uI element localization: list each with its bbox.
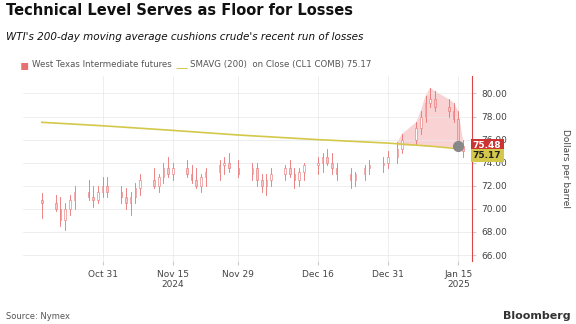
Text: ▪: ▪ xyxy=(20,58,29,72)
Bar xyxy=(130,197,131,203)
Bar xyxy=(270,174,272,180)
Bar xyxy=(219,165,221,172)
Bar xyxy=(285,168,286,174)
Bar xyxy=(387,157,389,163)
Bar xyxy=(74,191,75,200)
Bar xyxy=(191,174,192,180)
Bar xyxy=(350,174,351,180)
Bar xyxy=(107,186,108,191)
Polygon shape xyxy=(397,88,463,149)
Bar xyxy=(139,180,141,188)
Bar xyxy=(195,180,197,186)
Bar xyxy=(65,209,66,220)
Bar xyxy=(125,197,127,203)
Bar xyxy=(153,180,155,186)
Text: 75.17: 75.17 xyxy=(473,151,502,160)
Bar xyxy=(354,174,356,180)
Bar xyxy=(162,168,164,177)
Bar xyxy=(41,200,43,203)
Text: Bloomberg: Bloomberg xyxy=(503,311,570,321)
Bar xyxy=(327,157,328,163)
Bar xyxy=(415,128,417,140)
Bar xyxy=(102,186,104,191)
Bar xyxy=(397,149,398,157)
Bar xyxy=(204,172,206,177)
Bar xyxy=(167,168,169,174)
Bar xyxy=(336,168,338,174)
Bar xyxy=(317,163,319,165)
Bar xyxy=(92,197,94,200)
Bar xyxy=(256,168,258,180)
Bar xyxy=(434,99,435,107)
Bar xyxy=(364,168,366,174)
Text: West Texas Intermediate futures: West Texas Intermediate futures xyxy=(32,60,172,69)
Bar xyxy=(294,174,295,180)
Bar xyxy=(135,188,136,197)
Bar xyxy=(252,168,253,174)
Bar xyxy=(158,177,160,186)
Bar xyxy=(172,168,173,174)
Y-axis label: Dollars per barrel: Dollars per barrel xyxy=(560,129,570,208)
Text: 75.48: 75.48 xyxy=(473,141,502,150)
Bar xyxy=(200,177,202,186)
Bar xyxy=(266,180,267,186)
Text: SMAVG (200)  on Close (CL1 COMB) 75.17: SMAVG (200) on Close (CL1 COMB) 75.17 xyxy=(190,60,372,69)
Bar xyxy=(420,117,422,128)
Bar xyxy=(69,200,71,209)
Bar xyxy=(382,163,384,165)
Bar xyxy=(237,168,239,174)
Bar xyxy=(55,203,56,209)
Bar xyxy=(223,163,225,165)
Bar xyxy=(88,191,89,197)
Bar xyxy=(298,172,300,180)
Text: —: — xyxy=(176,62,188,75)
Bar xyxy=(120,191,122,197)
Bar xyxy=(425,103,426,117)
Text: Source: Nymex: Source: Nymex xyxy=(6,312,70,321)
Bar xyxy=(453,111,454,119)
Bar xyxy=(448,107,450,111)
Bar xyxy=(462,145,464,151)
Bar xyxy=(60,209,61,220)
Bar xyxy=(429,99,431,103)
Bar xyxy=(331,163,333,168)
Text: WTI's 200-day moving average cushions crude's recent run of losses: WTI's 200-day moving average cushions cr… xyxy=(6,32,363,42)
Text: Technical Level Serves as Floor for Losses: Technical Level Serves as Floor for Loss… xyxy=(6,3,353,18)
Bar xyxy=(228,163,230,168)
Bar xyxy=(261,180,263,186)
Bar xyxy=(369,165,370,168)
Bar xyxy=(457,119,459,145)
Bar xyxy=(97,191,98,200)
Bar xyxy=(401,140,403,149)
Bar xyxy=(322,157,323,163)
Bar xyxy=(303,165,305,172)
Bar xyxy=(289,168,291,174)
Bar xyxy=(186,168,188,174)
